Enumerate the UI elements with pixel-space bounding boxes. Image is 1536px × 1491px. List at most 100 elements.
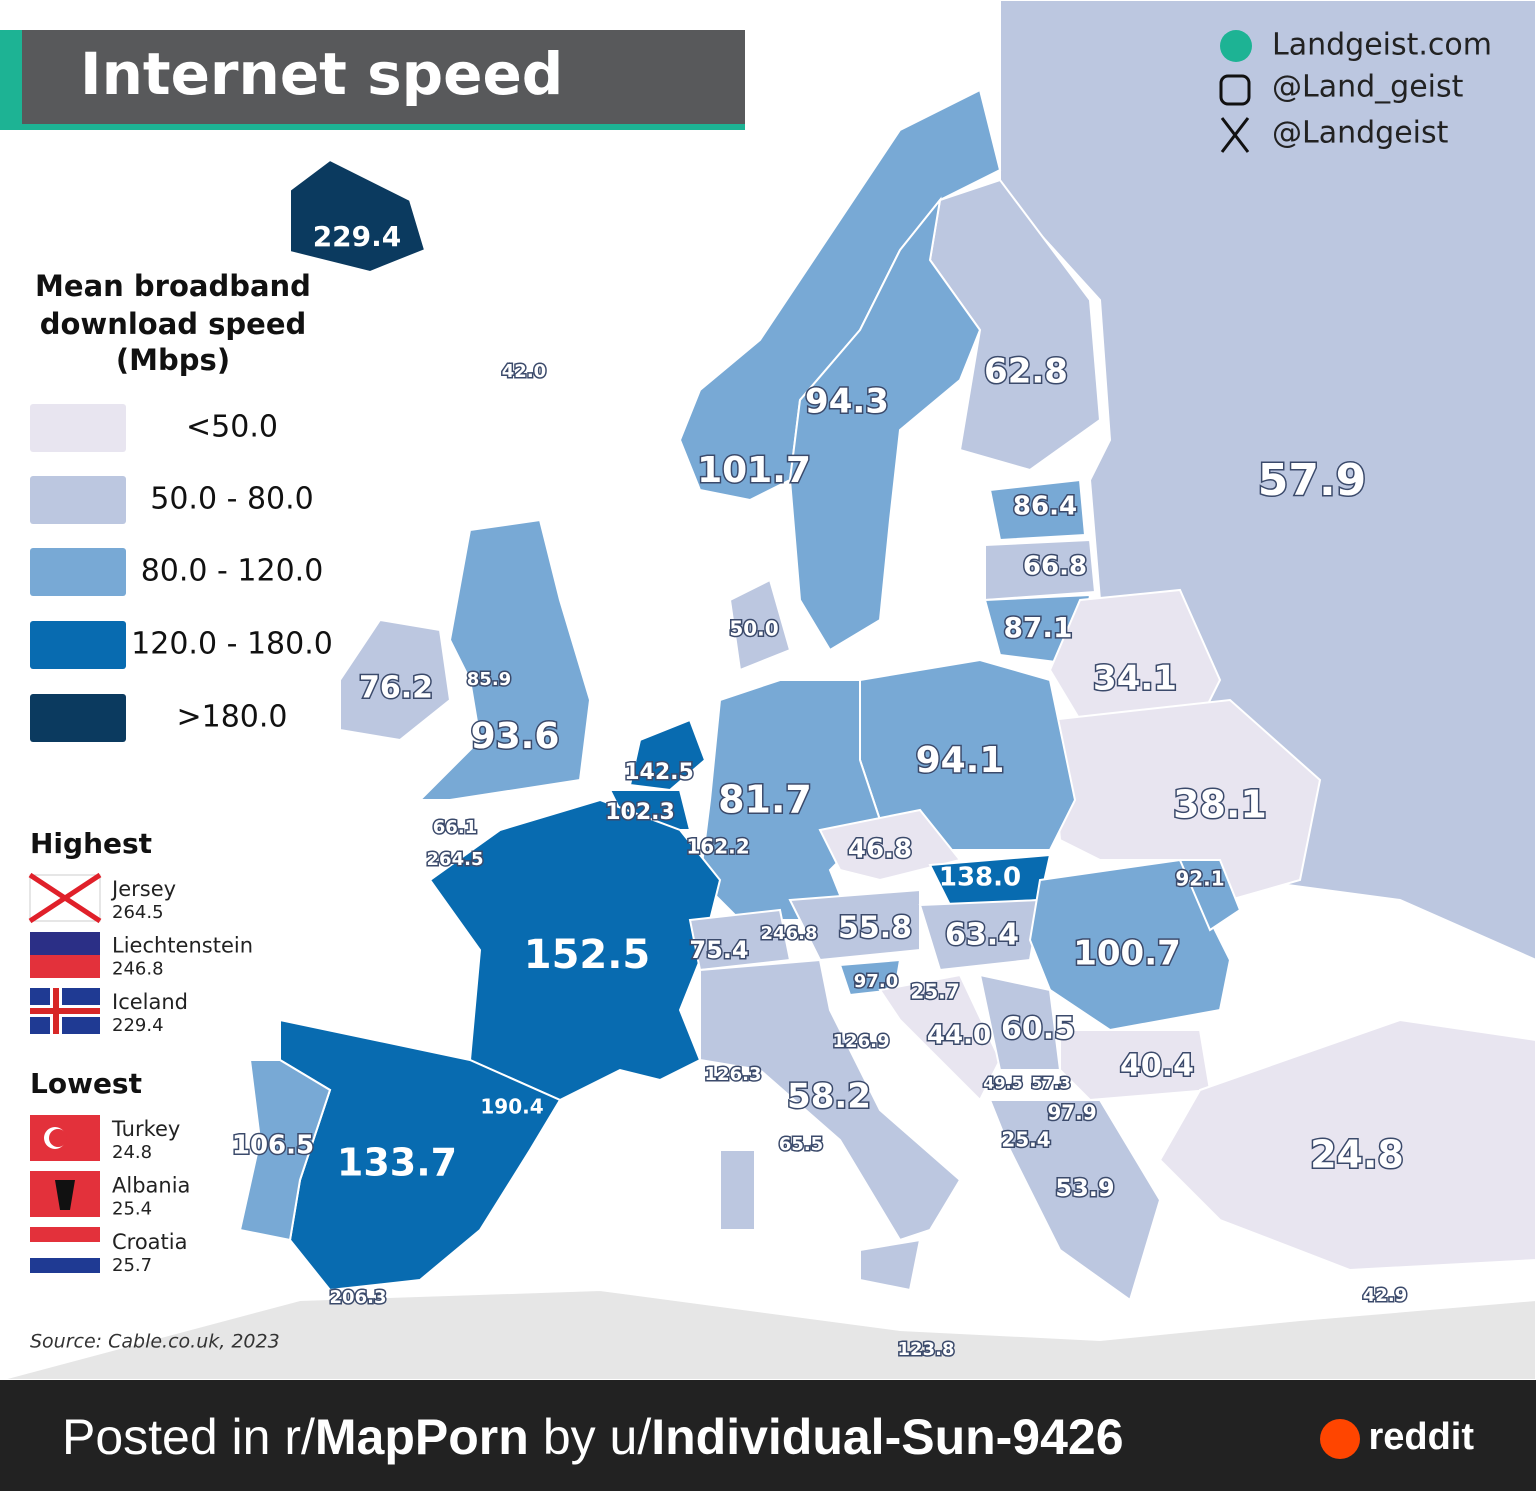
rank-name: Jersey <box>110 877 176 901</box>
value-label: 86.4 <box>1013 492 1077 522</box>
value-label: 126.9 <box>833 1031 890 1052</box>
legend-title: (Mbps) <box>116 343 230 377</box>
country <box>289 158 427 274</box>
value-label: 53.9 <box>1055 1174 1114 1202</box>
country <box>984 538 1097 602</box>
country <box>878 973 1002 1102</box>
legend-label: <50.0 <box>186 410 278 445</box>
instagram-icon <box>1219 74 1251 106</box>
value-label: 25.7 <box>910 980 959 1004</box>
legend-title: download speed <box>40 307 307 341</box>
rank-name: Iceland <box>112 990 188 1014</box>
rank-value: 264.5 <box>112 902 164 923</box>
flags <box>28 872 102 1273</box>
country <box>788 888 921 962</box>
country <box>788 196 982 652</box>
legend-label: 50.0 - 80.0 <box>150 482 314 517</box>
value-label: 75.4 <box>689 936 748 964</box>
rank-value: 25.4 <box>112 1199 152 1220</box>
rank-name: Liechtenstein <box>112 934 253 958</box>
value-label: 85.9 <box>467 669 511 690</box>
subreddit[interactable]: MapPorn <box>314 1409 529 1465</box>
africa <box>0 1288 1536 1380</box>
value-label: 57.9 <box>1258 455 1367 506</box>
value-label: 100.7 <box>1073 934 1181 974</box>
value-label: 44.0 <box>927 1021 991 1051</box>
legend-swatch <box>30 694 126 742</box>
value-label: 206.3 <box>330 1287 387 1308</box>
value-label: 57.3 <box>1031 1074 1070 1093</box>
legend-label: 120.0 - 180.0 <box>131 627 333 662</box>
value-label: 94.3 <box>805 382 889 422</box>
reddit-brand: reddit <box>1320 1416 1474 1459</box>
country <box>988 478 1087 542</box>
value-label: 102.3 <box>605 800 675 825</box>
rank-name: Albania <box>112 1174 190 1198</box>
country <box>728 578 792 672</box>
country <box>1158 1018 1536 1272</box>
value-label: 62.8 <box>984 352 1068 392</box>
post-line: Posted in r/MapPorn by u/Individual-Sun-9… <box>62 1408 1124 1466</box>
legend-swatch <box>30 548 126 596</box>
value-label: 264.5 <box>427 849 484 870</box>
legend-label: 80.0 - 120.0 <box>141 554 324 589</box>
value-label: 106.5 <box>232 1131 314 1161</box>
value-label: 50.0 <box>729 617 778 641</box>
x-icon <box>1220 117 1250 153</box>
brand-text: reddit <box>1368 1416 1474 1458</box>
social-instagram: @Land_geist <box>1272 70 1464 105</box>
country <box>428 798 722 1102</box>
title-underline <box>22 124 745 130</box>
value-label: 66.8 <box>1023 552 1087 582</box>
legend-label: >180.0 <box>176 700 287 735</box>
value-label: 34.1 <box>1093 659 1177 699</box>
legend-swatch <box>30 404 126 452</box>
country <box>918 898 1042 972</box>
map: Internet speed Landgeist.com @Land_geist… <box>0 0 1536 1380</box>
value-label: 138.0 <box>939 863 1021 893</box>
value-label: 38.1 <box>1173 783 1267 827</box>
country <box>238 1059 332 1242</box>
value-label: 190.4 <box>480 1095 543 1119</box>
value-label: 55.8 <box>838 911 912 946</box>
value-label: 46.8 <box>848 835 912 865</box>
value-label: 142.5 <box>624 760 694 785</box>
value-label: 40.4 <box>1120 1049 1194 1084</box>
country <box>417 518 592 801</box>
value-label: 66.1 <box>433 817 477 838</box>
title-accent <box>0 30 22 130</box>
country <box>859 1238 922 1292</box>
map-labels: 229.4 42.0 62.8 94.3 101.7 57.9 86.4 66.8 50.0 87… <box>230 220 1408 1362</box>
rank-value: 25.7 <box>112 1255 152 1276</box>
value-label: 25.4 <box>1001 1128 1050 1152</box>
value-label: 58.2 <box>787 1077 871 1117</box>
country <box>719 1149 756 1231</box>
value-label: 97.0 <box>854 971 898 992</box>
value-label: 246.8 <box>761 923 818 944</box>
value-label: 60.5 <box>1001 1012 1075 1047</box>
value-label: 162.2 <box>686 835 749 859</box>
value-label: 92.1 <box>1175 867 1224 891</box>
post-middle: by u/ <box>542 1409 652 1465</box>
rank-name: Croatia <box>112 1230 188 1254</box>
value-label: 76.2 <box>359 671 433 706</box>
value-label: 97.9 <box>1047 1101 1096 1125</box>
value-label: 42.0 <box>502 361 546 382</box>
lowest-title: Lowest <box>30 1067 142 1100</box>
country <box>339 618 452 742</box>
value-label: 24.8 <box>1310 1133 1404 1177</box>
social-website: Landgeist.com <box>1272 28 1492 63</box>
value-label: 101.7 <box>697 450 811 491</box>
footer: Posted in r/MapPorn by u/Individual-Sun-9… <box>0 1380 1536 1491</box>
country <box>699 958 962 1242</box>
value-label: 126.3 <box>705 1064 762 1085</box>
rank-name: Turkey <box>111 1117 180 1141</box>
value-label: 229.4 <box>313 220 402 253</box>
title: Internet speed <box>80 40 563 108</box>
rank-value: 246.8 <box>112 959 164 980</box>
social-x: @Landgeist <box>1272 116 1449 151</box>
value-label: 81.7 <box>718 778 812 822</box>
username[interactable]: Individual-Sun-9426 <box>651 1409 1124 1465</box>
